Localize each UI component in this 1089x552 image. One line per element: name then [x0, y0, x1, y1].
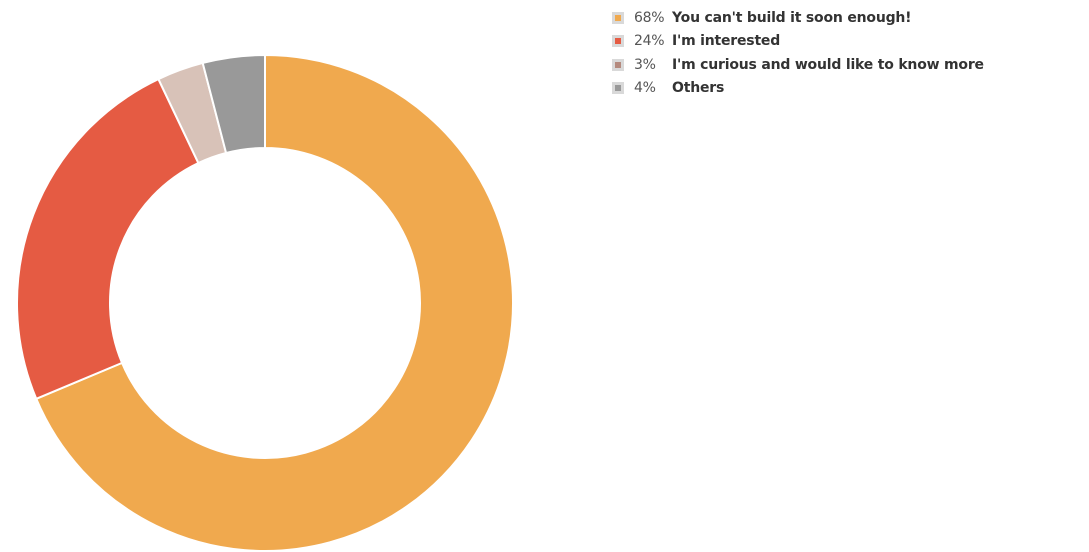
legend-swatch	[612, 58, 624, 71]
legend-label: I'm curious and would like to know more	[672, 56, 984, 73]
legend-percent: 4%	[634, 80, 656, 97]
donut-slices	[16, 53, 514, 552]
legend-label: Others	[672, 80, 725, 97]
legend-label: I'm interested	[672, 33, 781, 50]
legend-label: You can't build it soon enough!	[672, 9, 912, 26]
chart-legend: 68% You can't build it soon enough! 24% I'm…	[612, 6, 984, 100]
legend-swatch	[612, 35, 624, 48]
legend-percent: 68%	[634, 9, 665, 26]
donut-slice-4[interactable]	[201, 53, 266, 155]
legend-swatch	[612, 11, 624, 24]
donut-slice-2[interactable]	[16, 77, 200, 401]
legend-percent: 24%	[634, 33, 665, 50]
donut-slice-1[interactable]	[34, 53, 514, 552]
legend-item[interactable]: 68% You can't build it soon enough!	[612, 6, 984, 30]
legend-item[interactable]: 4% Others	[612, 77, 984, 101]
legend-percent: 3%	[634, 56, 656, 73]
legend-item[interactable]: 3% I'm curious and would like to know mor…	[612, 53, 984, 77]
legend-item[interactable]: 24% I'm interested	[612, 30, 984, 54]
legend-swatch	[612, 82, 624, 95]
